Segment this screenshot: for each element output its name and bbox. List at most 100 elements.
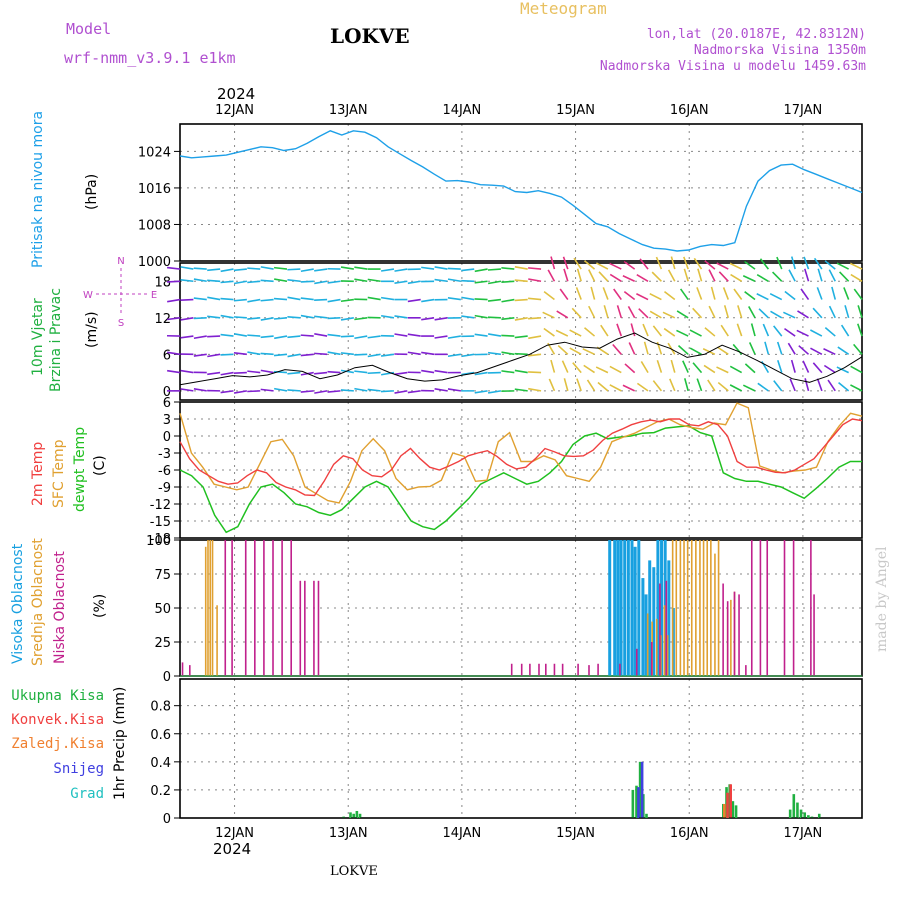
wind-barb (447, 278, 461, 283)
wind-barb (167, 369, 181, 374)
pressure-panel: Pritisak na nivou mora (hPa) 1000 1008 101… (30, 111, 863, 270)
wind-barb (354, 317, 368, 321)
wind-barb (788, 269, 796, 282)
wind-barb (798, 345, 810, 355)
wind-barb (407, 390, 421, 394)
wind-barb (563, 268, 569, 282)
pressure-label: Pritisak na nivou mora (30, 111, 46, 268)
wind-barb (447, 297, 461, 301)
x-tick-label-bottom: 12JAN (215, 826, 254, 841)
wind-barb (300, 390, 314, 393)
wind-barb (776, 256, 783, 270)
wind-barb (588, 305, 596, 319)
wind-barb (812, 307, 823, 319)
precip-bar (355, 810, 359, 818)
wind-barb (193, 317, 207, 320)
cloud-bar (675, 540, 678, 676)
wind-barb (663, 327, 676, 337)
wind-barb (193, 353, 207, 357)
x-tick-label-top: 15JAN (556, 103, 595, 118)
wind-barb (180, 278, 194, 283)
wind-barb (421, 351, 435, 356)
wind-barb (247, 298, 261, 303)
wind-barb (762, 323, 770, 337)
wind-barb (247, 370, 261, 374)
cloud-bar (671, 540, 674, 676)
wind-barb (528, 353, 542, 357)
wind-barb (367, 371, 381, 375)
wind-barb (287, 316, 301, 319)
wind-barb (528, 278, 542, 283)
wind-barb (816, 287, 823, 300)
y-tick-label: 0 (163, 385, 171, 400)
y-tick-label: 12 (154, 312, 171, 327)
wind-barb (461, 371, 475, 376)
wind-barb (287, 268, 301, 271)
precip-bar (723, 803, 726, 818)
cloud-bar (650, 642, 653, 676)
wind-barb (816, 378, 823, 392)
wind-barb (367, 353, 381, 358)
wind-barb (247, 351, 261, 356)
wind-barb (559, 288, 569, 301)
wind-barb (758, 308, 769, 319)
cloud-bar (679, 540, 682, 676)
wind-barb (528, 371, 542, 374)
wind-barb (824, 260, 836, 270)
wind-label-2: Brzina i Pravac (48, 288, 64, 392)
wind-barb (640, 361, 649, 374)
cloud-bar (690, 540, 693, 676)
wind-barb (764, 341, 770, 355)
wind-barb (843, 287, 850, 300)
wind-barb (220, 314, 234, 319)
wind-barb (421, 317, 435, 321)
wind-barb (742, 275, 756, 282)
wind-barb (853, 343, 863, 355)
wind-barb (784, 290, 796, 301)
cloud-bar (520, 663, 523, 676)
wind-barb (260, 266, 274, 270)
temp-label-sfc: SFC Temp (51, 439, 67, 508)
cloud-bar (207, 540, 209, 676)
wind-barb (797, 310, 809, 319)
wind-barb (180, 317, 194, 321)
wind-barb (598, 271, 609, 282)
y-tick-label: -6 (158, 464, 171, 479)
precip-legend-snow: Snijeg (53, 761, 104, 777)
wind-barb (220, 268, 234, 273)
wind-barb (857, 305, 863, 319)
wind-barb (354, 266, 368, 270)
wind-barb (274, 335, 288, 340)
panel-frame (179, 262, 863, 401)
wind-barb (528, 267, 542, 270)
wind-barb (850, 273, 863, 282)
wind-compass: N S W E (83, 256, 157, 329)
wind-barb (354, 370, 368, 374)
wind-barb (810, 329, 823, 337)
wind-barb (501, 267, 515, 270)
cloud-bar (529, 663, 531, 676)
wind-barb (367, 335, 381, 339)
cloud-bar (695, 540, 697, 676)
wind-barb (542, 311, 555, 319)
wind-barb (555, 329, 569, 337)
wind-barb (716, 366, 729, 374)
wind-barb (300, 314, 314, 319)
cloud-label-high: Visoka Oblacnost (10, 543, 26, 664)
wind-barb (613, 288, 622, 300)
wind-barb (447, 388, 461, 392)
wind-barb (474, 314, 488, 319)
wind-barb (233, 298, 247, 302)
wind-barb (314, 352, 328, 356)
wind-barb (434, 335, 448, 339)
cloud-bar (619, 663, 621, 676)
wind-barb (434, 388, 448, 392)
cloud-bar (667, 560, 671, 676)
wind-barb (407, 298, 421, 303)
precip-legend-conv: Konvek.Kisa (11, 712, 104, 728)
wind-barb (850, 384, 863, 392)
wind-barb (487, 390, 502, 394)
wind-barb (857, 323, 863, 337)
cloud-bar (750, 540, 753, 676)
cloud-bar (613, 540, 617, 676)
